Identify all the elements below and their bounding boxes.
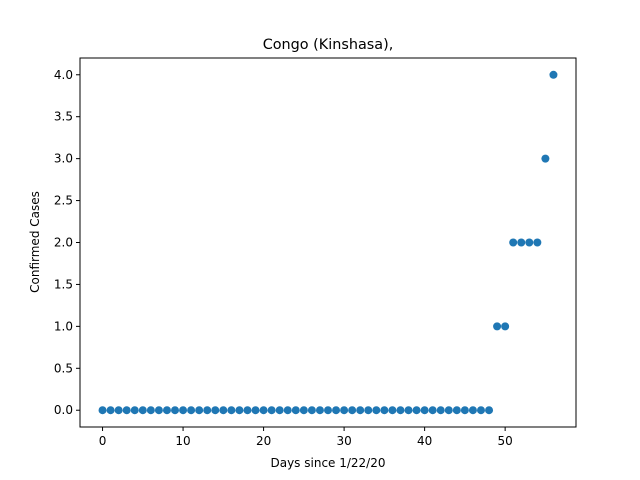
data-point — [412, 406, 421, 415]
data-point — [179, 406, 188, 415]
data-point — [372, 406, 381, 415]
data-point — [154, 406, 163, 415]
data-point — [162, 406, 171, 415]
y-tick-label: 2.0 — [54, 236, 73, 250]
x-axis-label: Days since 1/22/20 — [270, 456, 385, 470]
data-point — [195, 406, 204, 415]
data-point — [243, 406, 252, 415]
data-point — [485, 406, 494, 415]
data-point — [404, 406, 413, 415]
y-tick-label: 1.5 — [54, 277, 73, 291]
data-point — [227, 406, 236, 415]
plot-area: 0 10 20 30 40 50 0.0 0.5 1.0 1.5 2.0 2.5 3.0 3.5 4.0 — [54, 57, 577, 448]
y-tick-label: 0.0 — [54, 403, 73, 417]
data-point — [235, 406, 244, 415]
x-tick-label: 10 — [175, 434, 190, 448]
y-tick-label: 1.0 — [54, 319, 73, 333]
x-tick-label: 30 — [336, 434, 351, 448]
data-point — [493, 322, 502, 331]
data-point — [517, 238, 526, 247]
chart-title: Congo (Kinshasa), — [263, 37, 394, 53]
data-point — [348, 406, 357, 415]
y-tick-label: 3.0 — [54, 152, 73, 166]
data-point — [476, 406, 485, 415]
data-point — [340, 406, 349, 415]
x-axis-ticks: 0 10 20 30 40 50 — [99, 427, 513, 448]
y-axis-label: Confirmed Cases — [28, 191, 42, 293]
data-point — [98, 406, 107, 415]
data-point — [146, 406, 155, 415]
data-point — [380, 406, 389, 415]
data-point — [106, 406, 115, 415]
data-point — [444, 406, 453, 415]
data-point — [549, 70, 558, 79]
data-point — [187, 406, 196, 415]
data-point — [428, 406, 437, 415]
data-point — [509, 238, 518, 247]
data-point — [468, 406, 477, 415]
data-point — [356, 406, 365, 415]
data-point — [122, 406, 131, 415]
data-point — [114, 406, 123, 415]
y-tick-label: 0.5 — [54, 361, 73, 375]
data-point — [283, 406, 292, 415]
data-point — [332, 406, 341, 415]
data-point — [203, 406, 212, 415]
data-point — [420, 406, 429, 415]
data-point — [219, 406, 228, 415]
data-point — [267, 406, 276, 415]
x-tick-label: 20 — [256, 434, 271, 448]
y-tick-label: 4.0 — [54, 68, 73, 82]
x-tick-label: 50 — [498, 434, 513, 448]
data-point — [452, 406, 461, 415]
data-point — [533, 238, 542, 247]
data-point — [291, 406, 300, 415]
data-point — [364, 406, 373, 415]
y-tick-label: 2.5 — [54, 194, 73, 208]
data-point — [299, 406, 308, 415]
x-tick-label: 40 — [417, 434, 432, 448]
data-point — [324, 406, 332, 415]
data-point — [211, 406, 220, 415]
data-point — [501, 322, 510, 331]
data-point — [275, 406, 284, 415]
data-point — [396, 406, 405, 415]
x-tick-label: 0 — [99, 434, 107, 448]
data-point — [541, 154, 550, 163]
data-point — [388, 406, 397, 415]
y-axis-ticks: 0.0 0.5 1.0 1.5 2.0 2.5 3.0 3.5 4.0 — [54, 68, 80, 417]
data-point — [259, 406, 268, 415]
data-point — [460, 406, 469, 415]
y-tick-label: 3.5 — [54, 110, 73, 124]
data-point — [307, 406, 316, 415]
data-point — [171, 406, 180, 415]
data-point — [436, 406, 445, 415]
data-points — [98, 70, 558, 415]
data-point — [138, 406, 147, 415]
data-point — [130, 406, 139, 415]
data-point — [525, 238, 534, 247]
data-point — [251, 406, 260, 415]
data-point — [315, 406, 324, 415]
